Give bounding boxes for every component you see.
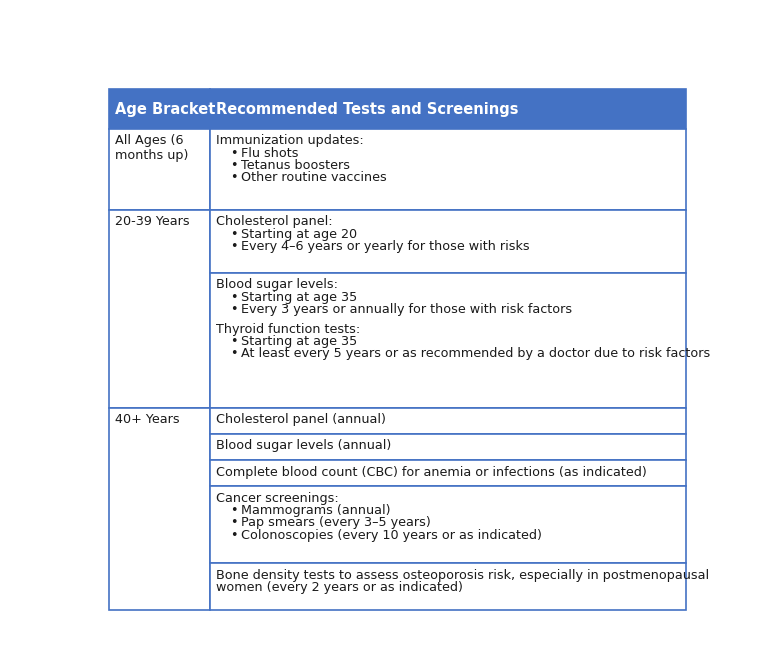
Text: •: •	[229, 303, 237, 316]
Text: Starting at age 20: Starting at age 20	[240, 227, 356, 241]
Text: Every 3 years or annually for those with risk factors: Every 3 years or annually for those with…	[240, 303, 572, 316]
Bar	[109, 89, 686, 129]
Text: Cholesterol panel (annual): Cholesterol panel (annual)	[215, 413, 386, 426]
Text: At least every 5 years or as recommended by a doctor due to risk factors: At least every 5 years or as recommended…	[240, 347, 710, 360]
Text: Tetanus boosters: Tetanus boosters	[240, 159, 350, 172]
Text: •: •	[229, 517, 237, 529]
Text: •: •	[229, 147, 237, 160]
Bar	[109, 129, 209, 210]
Text: Cancer screenings:: Cancer screenings:	[215, 491, 339, 505]
Text: •: •	[229, 172, 237, 184]
Bar	[109, 408, 209, 610]
Text: •: •	[229, 529, 237, 542]
Text: Recommended Tests and Screenings: Recommended Tests and Screenings	[215, 102, 518, 116]
Bar	[209, 129, 686, 210]
Text: Complete blood count (CBC) for anemia or infections (as indicated): Complete blood count (CBC) for anemia or…	[215, 465, 646, 479]
Text: Bone density tests to assess osteoporosis risk, especially in postmenopausal: Bone density tests to assess osteoporosi…	[215, 569, 709, 582]
Text: •: •	[229, 347, 237, 360]
Text: Blood sugar levels:: Blood sugar levels:	[215, 279, 338, 291]
Bar	[209, 434, 686, 460]
Text: Cholesterol panel:: Cholesterol panel:	[215, 215, 332, 228]
Text: Pap smears (every 3–5 years): Pap smears (every 3–5 years)	[240, 517, 430, 529]
Text: 20-39 Years: 20-39 Years	[115, 215, 189, 228]
Bar	[209, 408, 686, 434]
Text: Immunization updates:: Immunization updates:	[215, 134, 363, 148]
Text: Other routine vaccines: Other routine vaccines	[240, 172, 386, 184]
Text: •: •	[229, 291, 237, 304]
Text: women (every 2 years or as indicated): women (every 2 years or as indicated)	[215, 581, 463, 594]
Bar	[209, 210, 686, 273]
Bar	[209, 460, 686, 486]
Text: Age Bracket: Age Bracket	[115, 102, 215, 116]
Text: Every 4–6 years or yearly for those with risks: Every 4–6 years or yearly for those with…	[240, 240, 529, 253]
Text: Flu shots: Flu shots	[240, 147, 298, 160]
Text: Mammograms (annual): Mammograms (annual)	[240, 504, 390, 517]
Text: 40+ Years: 40+ Years	[115, 413, 179, 426]
Text: •: •	[229, 159, 237, 172]
Text: Starting at age 35: Starting at age 35	[240, 335, 356, 348]
Text: Blood sugar levels (annual): Blood sugar levels (annual)	[215, 440, 391, 452]
Text: All Ages (6
months up): All Ages (6 months up)	[115, 134, 188, 162]
Bar	[209, 273, 686, 408]
Text: Colonoscopies (every 10 years or as indicated): Colonoscopies (every 10 years or as indi…	[240, 529, 542, 542]
Bar	[109, 210, 209, 408]
Bar	[209, 563, 686, 610]
Bar	[209, 486, 686, 563]
Text: •: •	[229, 335, 237, 348]
Text: •: •	[229, 504, 237, 517]
Text: •: •	[229, 240, 237, 253]
Text: Thyroid function tests:: Thyroid function tests:	[215, 323, 360, 336]
Text: •: •	[229, 227, 237, 241]
Text: Starting at age 35: Starting at age 35	[240, 291, 356, 304]
